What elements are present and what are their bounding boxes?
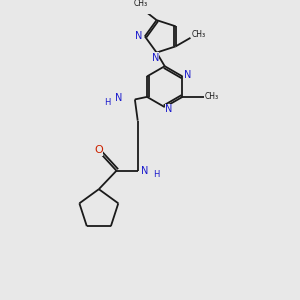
- Text: N: N: [184, 70, 191, 80]
- Text: N: N: [136, 31, 143, 41]
- Text: CH₃: CH₃: [205, 92, 219, 101]
- Text: N: N: [165, 104, 173, 114]
- Text: N: N: [115, 93, 122, 103]
- Text: N: N: [152, 53, 159, 63]
- Text: CH₃: CH₃: [133, 0, 148, 8]
- Text: O: O: [94, 145, 103, 155]
- Text: H: H: [104, 98, 111, 107]
- Text: N: N: [141, 166, 148, 176]
- Text: CH₃: CH₃: [191, 30, 206, 39]
- Text: H: H: [153, 170, 160, 179]
